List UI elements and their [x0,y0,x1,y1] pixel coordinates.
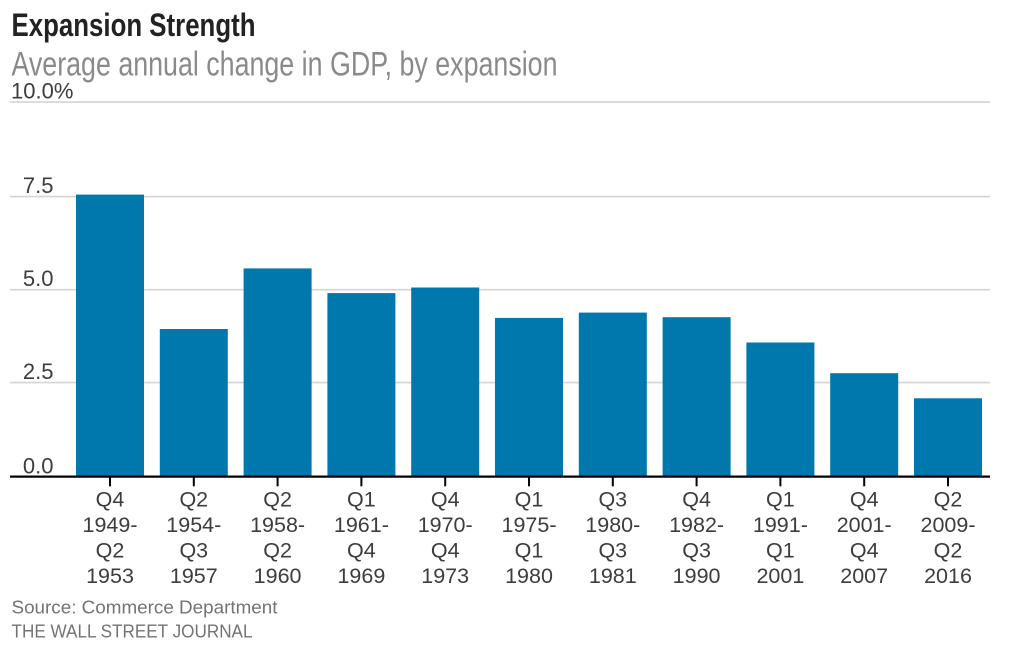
svg-text:Q2: Q2 [934,488,963,512]
svg-text:Q4: Q4 [682,488,711,512]
svg-text:1949-: 1949- [83,513,138,537]
svg-text:Q2: Q2 [934,538,963,562]
svg-text:0.0: 0.0 [23,453,54,478]
svg-text:2007: 2007 [840,564,888,588]
svg-text:5.0: 5.0 [23,266,54,291]
svg-text:1975-: 1975- [502,513,557,537]
svg-text:1957: 1957 [170,564,218,588]
svg-text:Q2: Q2 [96,538,125,562]
svg-text:Q1: Q1 [347,488,376,512]
svg-text:Q4: Q4 [431,538,460,562]
svg-text:Q1: Q1 [515,538,544,562]
svg-text:1958-: 1958- [250,513,305,537]
svg-text:2009-: 2009- [921,513,976,537]
svg-text:1970-: 1970- [418,513,473,537]
svg-text:1981: 1981 [589,564,637,588]
svg-text:Q1: Q1 [766,538,795,562]
svg-text:Q2: Q2 [263,538,292,562]
svg-text:Q3: Q3 [682,538,711,562]
svg-text:1990: 1990 [673,564,721,588]
svg-text:Q4: Q4 [347,538,376,562]
svg-text:1960: 1960 [254,564,302,588]
svg-text:2.5: 2.5 [23,359,54,384]
svg-text:Q4: Q4 [431,488,460,512]
svg-text:1961-: 1961- [334,513,389,537]
svg-text:2016: 2016 [924,564,972,588]
svg-text:Q3: Q3 [598,488,627,512]
svg-text:1973: 1973 [421,564,469,588]
svg-text:10.0%: 10.0% [11,78,73,103]
svg-text:Q4: Q4 [850,488,879,512]
svg-text:1954-: 1954- [166,513,221,537]
svg-text:Q1: Q1 [515,488,544,512]
svg-text:Q1: Q1 [766,488,795,512]
svg-text:1991-: 1991- [753,513,808,537]
svg-text:1953: 1953 [86,564,134,588]
svg-text:1980: 1980 [505,564,553,588]
svg-text:1980-: 1980- [585,513,640,537]
svg-text:Q2: Q2 [179,488,208,512]
svg-text:THE WALL STREET JOURNAL: THE WALL STREET JOURNAL [12,621,253,642]
svg-text:Q4: Q4 [96,488,125,512]
svg-text:Source: Commerce Department: Source: Commerce Department [12,598,278,618]
svg-text:Expansion Strength: Expansion Strength [12,7,256,43]
svg-text:2001-: 2001- [837,513,892,537]
svg-text:1982-: 1982- [669,513,724,537]
svg-text:1969: 1969 [337,564,385,588]
svg-text:Q3: Q3 [179,538,208,562]
svg-text:Q4: Q4 [850,538,879,562]
svg-text:Average annual change in GDP,: Average annual change in GDP, by expansi… [12,46,558,84]
svg-text:7.5: 7.5 [23,173,54,198]
svg-text:Q2: Q2 [263,488,292,512]
svg-text:Q3: Q3 [598,538,627,562]
svg-text:2001: 2001 [756,564,804,588]
